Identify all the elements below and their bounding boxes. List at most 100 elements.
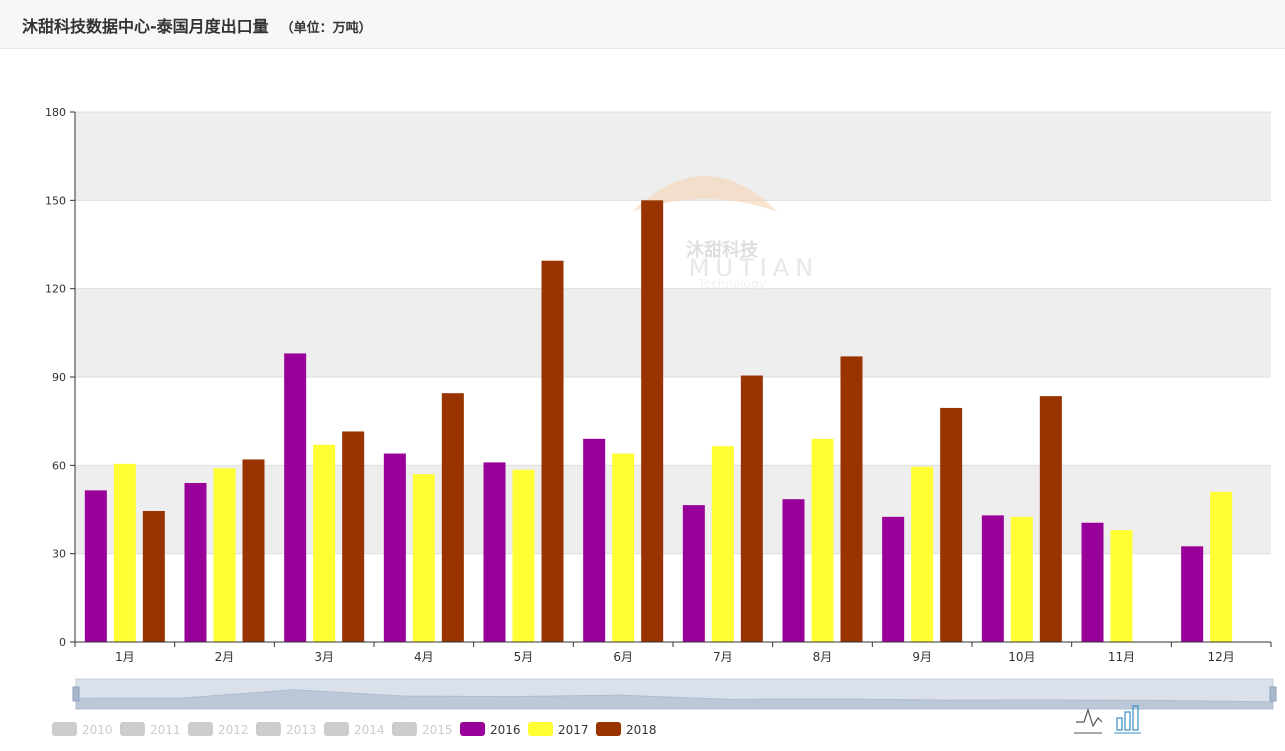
legend-item-2015[interactable]: 2015 [392, 722, 453, 737]
x-tick-label: 10月 [1008, 650, 1035, 664]
bar-2016[interactable] [583, 438, 606, 642]
bar-2016[interactable] [1081, 522, 1104, 642]
watermark-brand-en: MUTIAN [689, 254, 819, 282]
bar-2016[interactable] [981, 515, 1004, 642]
page-title: 沐甜科技数据中心-泰国月度出口量 （单位：万吨） [22, 13, 372, 37]
y-tick-label: 0 [59, 636, 66, 649]
bar-2018[interactable] [142, 510, 165, 642]
watermark: 沐甜科技 MUTIAN Technology [632, 176, 819, 291]
bar-2018[interactable] [940, 407, 963, 642]
legend-label: 2015 [422, 723, 453, 737]
line-chart-icon[interactable] [1074, 708, 1103, 734]
zoom-handle-left[interactable] [72, 686, 80, 702]
legend-item-2017[interactable]: 2017 [528, 722, 589, 737]
bar-2017[interactable] [1010, 516, 1033, 642]
x-tick-label: 5月 [514, 650, 534, 664]
y-tick-label: 30 [52, 548, 66, 561]
bar-2016[interactable] [284, 353, 307, 642]
legend-swatch [188, 722, 213, 736]
x-tick-label: 7月 [713, 650, 733, 664]
legend-item-2018[interactable]: 2018 [596, 722, 657, 737]
bar-2016[interactable] [1181, 546, 1204, 642]
grid-band [75, 465, 1271, 554]
bar-2016[interactable] [682, 505, 705, 642]
legend-label: 2017 [558, 723, 589, 737]
legend-swatch [52, 722, 77, 736]
bar-2018[interactable] [740, 375, 763, 642]
legend-swatch [324, 722, 349, 736]
legend-swatch [392, 722, 417, 736]
zoom-selection[interactable] [76, 679, 1273, 709]
legend-item-2012[interactable]: 2012 [188, 722, 249, 737]
bar-2017[interactable] [711, 446, 734, 642]
legend-swatch [460, 722, 485, 736]
x-tick-label: 12月 [1208, 650, 1235, 664]
grid-bands [75, 112, 1271, 554]
bar-2018[interactable] [641, 200, 664, 643]
watermark-brand-cn: 沐甜科技 [686, 239, 759, 261]
bar-2018[interactable] [441, 393, 464, 642]
x-tick-label: 11月 [1108, 650, 1135, 664]
legend-item-2011[interactable]: 2011 [120, 722, 181, 737]
bar-2017[interactable] [113, 463, 136, 642]
bar-2017[interactable] [313, 444, 336, 642]
bar-2016[interactable] [84, 490, 107, 642]
bar-2016[interactable] [383, 453, 406, 642]
axes: 0 30 60 90 120 150 180 1月 2月 3月 4月 5月 6月 7月 8月 9月 10月 11月… [45, 106, 1272, 664]
legend-swatch [596, 722, 621, 736]
bar-2017[interactable] [612, 453, 635, 642]
legend-item-2016[interactable]: 2016 [460, 722, 521, 737]
legend: 2010 2011 2012 2013 2014 2015 2016 2017 2018 [52, 722, 657, 737]
legend-swatch [120, 722, 145, 736]
x-tick-label: 6月 [613, 650, 633, 664]
bar-2018[interactable] [840, 356, 863, 642]
legend-item-2014[interactable]: 2014 [324, 722, 385, 737]
legend-label: 2011 [150, 723, 181, 737]
x-tick-label: 9月 [912, 650, 932, 664]
legend-swatch [528, 722, 553, 736]
bar-2017[interactable] [1110, 530, 1133, 642]
x-tick-label: 1月 [115, 650, 135, 664]
legend-swatch [256, 722, 281, 736]
bar-2016[interactable] [882, 516, 905, 642]
grid-band [75, 288, 1271, 377]
y-tick-label: 150 [45, 194, 66, 207]
x-tick-label: 8月 [813, 650, 833, 664]
bar-2017[interactable] [911, 466, 934, 642]
zoom-handle-right[interactable] [1269, 686, 1277, 702]
bar-2017[interactable] [213, 468, 236, 642]
bar-chart-icon[interactable] [1114, 705, 1141, 734]
bar-2016[interactable] [782, 499, 805, 642]
legend-label: 2010 [82, 723, 113, 737]
bar-2018[interactable] [242, 459, 265, 642]
bar-2017[interactable] [412, 474, 435, 642]
page-title-text: 沐甜科技数据中心-泰国月度出口量 [22, 17, 269, 36]
legend-label: 2013 [286, 723, 317, 737]
zoom-overview-area [75, 689, 1274, 710]
legend-label: 2014 [354, 723, 385, 737]
legend-item-2010[interactable]: 2010 [52, 722, 113, 737]
legend-item-2013[interactable]: 2013 [256, 722, 317, 737]
bar-2017[interactable] [1210, 491, 1233, 642]
bar-2018[interactable] [342, 431, 365, 642]
unit-label: （单位：万吨） [280, 21, 372, 36]
y-tick-label: 180 [45, 106, 66, 119]
bar-series [84, 200, 1233, 643]
watermark-logo-arc [632, 176, 778, 212]
header-bar: 沐甜科技数据中心-泰国月度出口量 （单位：万吨） [0, 0, 1285, 49]
legend-label: 2018 [626, 723, 657, 737]
bar-2016[interactable] [184, 483, 207, 642]
bar-2017[interactable] [512, 469, 535, 642]
bar-2018[interactable] [541, 260, 564, 642]
toolbox [1074, 705, 1141, 734]
bar-2016[interactable] [483, 462, 506, 642]
bar-2018[interactable] [1039, 396, 1062, 642]
y-tick-label: 60 [52, 459, 66, 472]
legend-label: 2012 [218, 723, 249, 737]
x-tick-label: 4月 [414, 650, 434, 664]
bar-2017[interactable] [811, 438, 834, 642]
watermark-tagline: Technology [697, 277, 765, 291]
data-zoom-slider[interactable] [72, 678, 1277, 710]
legend-label: 2016 [490, 723, 521, 737]
